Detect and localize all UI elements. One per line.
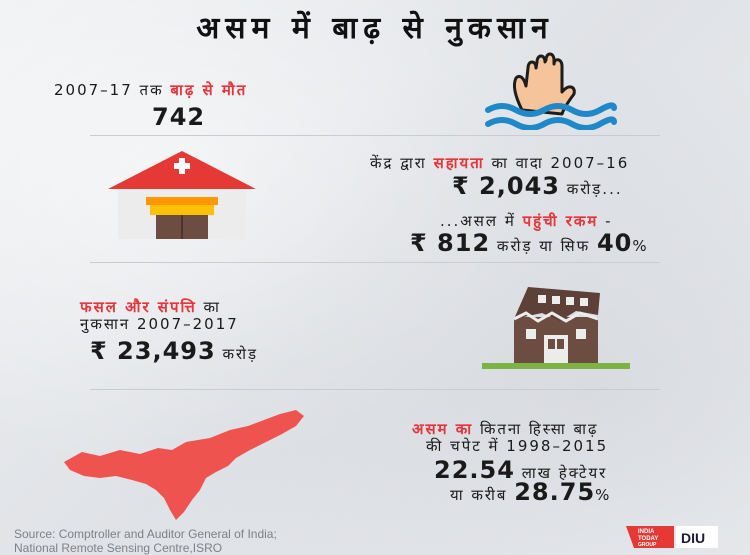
loss-value: ₹ 23,493 <box>90 337 216 365</box>
source-note: Source: Comptroller and Auditor General … <box>14 527 277 555</box>
assam-map-icon <box>64 410 304 520</box>
area-label-suffix: कितना हिस्सा बाढ़ <box>473 420 599 438</box>
received-percent-sign: % <box>632 237 649 255</box>
logo-mark: INDIA TODAY GROUP DIU <box>626 526 718 548</box>
area-percent-value: 28.75 <box>514 478 596 506</box>
deaths-label-highlight: बाढ़ से मौत <box>170 81 248 99</box>
divider-3 <box>90 389 660 390</box>
logo-line-3: GROUP <box>638 542 657 548</box>
logo-line-2: TODAY <box>638 536 658 542</box>
area-unit: लाख हेक्टेयर <box>514 464 608 482</box>
drowning-hand-icon <box>485 52 617 130</box>
area-percent: या करीब 28.75% <box>450 478 611 506</box>
source-line-1: Source: Comptroller and Auditor General … <box>14 527 277 541</box>
hospital-icon <box>108 151 256 239</box>
received-label: ...असल में पहुंची रकम - <box>440 211 613 231</box>
deaths-label-prefix: 2007–17 तक <box>54 81 171 99</box>
divider-1 <box>90 135 660 136</box>
deaths-value: 742 <box>152 103 206 131</box>
source-line-2: National Remote Sensing Centre,ISRO <box>14 541 223 555</box>
loss-label-highlight: फसल और संपत्ति <box>80 298 197 316</box>
loss-amount: ₹ 23,493 करोड़ <box>90 337 258 365</box>
loss-label-2: नुकसान 2007–2017 <box>80 315 239 333</box>
loss-label-1: फसल और संपत्ति का <box>80 297 221 317</box>
area-label-highlight: असम का <box>412 420 474 438</box>
received-label-suffix: - <box>598 212 613 230</box>
loss-label-suffix: का <box>196 298 221 316</box>
page-title: असम में बाढ़ से नुकसान <box>196 11 554 46</box>
promised-amount: ₹ 2,043 करोड़... <box>452 172 623 200</box>
logo-line-1: INDIA <box>638 529 655 535</box>
area-value: 22.54 <box>434 456 515 484</box>
promised-value: ₹ 2,043 <box>452 172 560 200</box>
assistance-label-suffix: का वादा 2007–16 <box>484 154 630 172</box>
loss-unit: करोड़ <box>215 345 259 363</box>
area-percent-sign: % <box>595 486 612 504</box>
received-percent: 40 <box>596 229 633 257</box>
promised-unit: करोड़... <box>559 180 623 198</box>
india-today-diu-logo: INDIA TODAY GROUP DIU <box>624 524 720 550</box>
assistance-label-highlight: सहायता <box>433 154 485 172</box>
received-label-prefix: ...असल में <box>440 212 523 230</box>
divider-2 <box>90 262 660 263</box>
logo-diu: DIU <box>681 530 705 546</box>
received-amount: ₹ 812 करोड़ या सिफ 40% <box>410 229 649 257</box>
area-label-2: की चपेट में 1998–2015 <box>426 437 609 455</box>
assistance-label: केंद्र द्वारा सहायता का वादा 2007–16 <box>370 153 629 173</box>
received-label-highlight: पहुंची रकम <box>522 212 599 230</box>
area-amount: 22.54 लाख हेक्टेयर <box>434 456 607 484</box>
collapsed-building-icon <box>482 287 630 369</box>
assistance-label-prefix: केंद्र द्वारा <box>370 154 434 172</box>
area-percent-prefix: या करीब <box>450 486 515 504</box>
received-mid: करोड़ या सिफ <box>490 237 597 255</box>
received-value: ₹ 812 <box>410 229 491 257</box>
area-label-1: असम का कितना हिस्सा बाढ़ <box>412 419 598 439</box>
deaths-label: 2007–17 तक बाढ़ से मौत <box>54 80 247 100</box>
